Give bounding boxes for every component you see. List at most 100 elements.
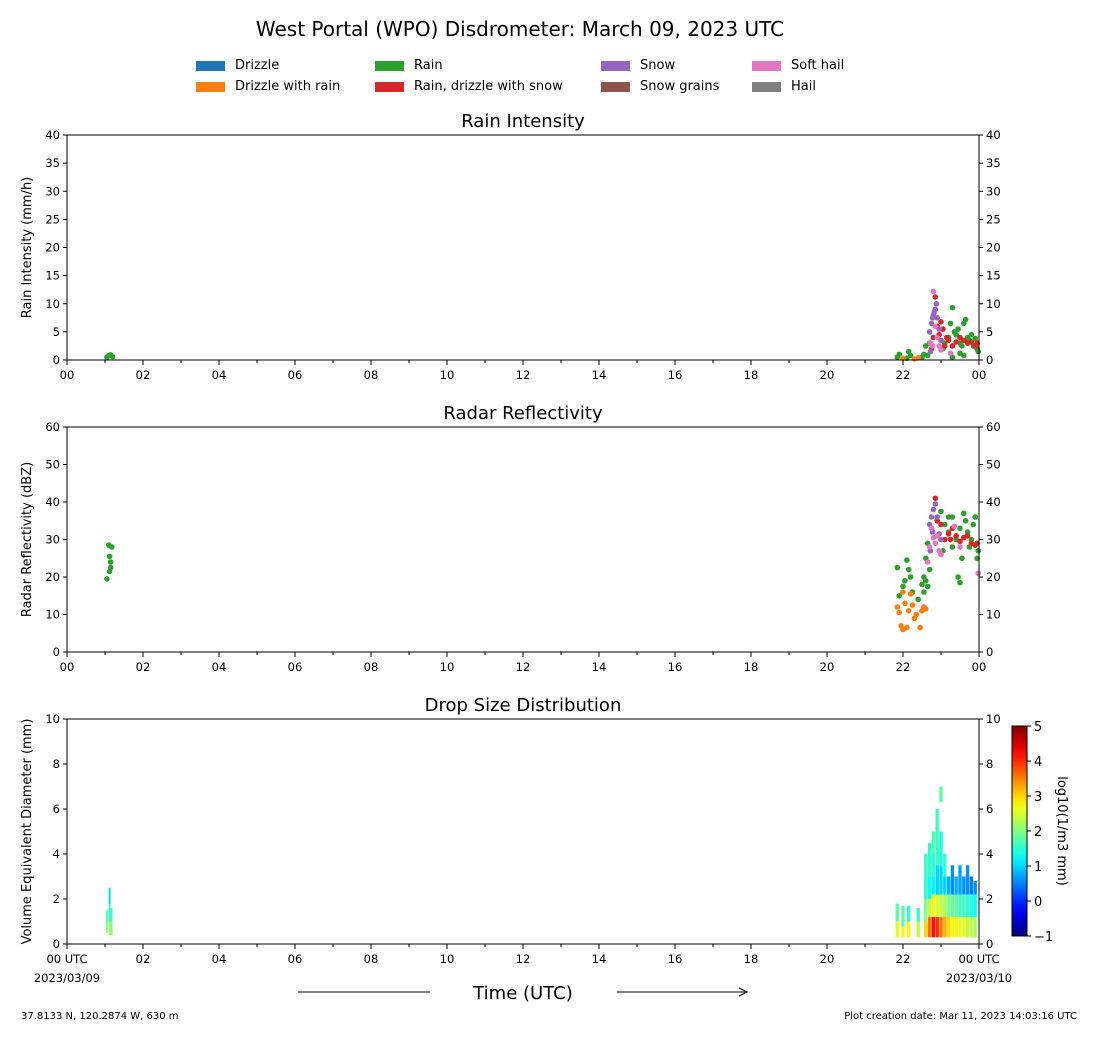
data-point: [934, 334, 940, 341]
data-point: [945, 531, 952, 537]
y-tick-label: 2: [986, 892, 993, 906]
heatmap-cell: [973, 917, 977, 938]
colorbar-tick-label: 2: [1034, 825, 1042, 840]
data-point: [900, 583, 906, 590]
x-tick-label: 20: [820, 368, 835, 382]
heatmap-cells: [105, 786, 977, 938]
data-point: [106, 568, 113, 575]
data-point: [959, 555, 965, 562]
data-point: [938, 347, 944, 353]
data-point: [927, 348, 934, 355]
y-tick-label: 5: [986, 325, 993, 339]
legend-item: Drizzle with rain: [196, 79, 340, 94]
y-tick-label: 30: [986, 533, 1001, 547]
y-tick-label: 4: [986, 847, 993, 861]
colorbar-tick-label: 5: [1034, 720, 1042, 735]
heatmap-cell: [108, 903, 111, 922]
chart-panel: Drop Size Distribution Volume Equivalent …: [20, 695, 1012, 985]
heatmap-cell: [931, 876, 936, 895]
data-point: [970, 521, 977, 528]
heatmap-cell: [108, 887, 111, 904]
plot-frame: [66, 426, 980, 653]
data-point: [942, 343, 948, 349]
heatmap-cell: [927, 842, 932, 877]
heatmap-cell: [901, 905, 905, 927]
data-point: [947, 320, 954, 327]
y-tick-label: 25: [45, 212, 60, 226]
y-tick-label: 40: [45, 495, 60, 509]
legend-label: Hail: [791, 79, 816, 94]
legend-item: Soft hail: [752, 58, 844, 73]
x-tick-label: 08: [364, 368, 379, 382]
x-tick-label: 16: [668, 368, 683, 382]
heatmap-cell: [969, 917, 974, 938]
x-tick-label: 16: [668, 660, 683, 674]
heatmap-cell: [939, 865, 943, 895]
y-tick-label: 20: [45, 241, 60, 255]
heatmap-cell: [931, 894, 936, 917]
x-tick-label: 02: [136, 368, 151, 382]
data-point: [961, 352, 967, 359]
x-tick-label: 04: [212, 952, 227, 966]
x-tick-label: 08: [364, 952, 379, 966]
heatmap-cell: [958, 917, 962, 938]
y-tick-label: 20: [986, 570, 1001, 584]
legend-swatch: [601, 81, 630, 92]
x-ticks: 00 02 04 06 08 10 12 14 16 18 20 22 00: [60, 652, 986, 674]
x-tick-label: 00 UTC: [958, 952, 999, 966]
heatmap-cell: [927, 876, 932, 899]
data-point: [894, 564, 901, 571]
data-point: [957, 544, 963, 550]
data-point: [932, 323, 939, 330]
y-tick-label: 0: [53, 353, 60, 367]
x-ticks: 00 02 04 06 08 10 12 14 16 18 20 22 00: [60, 360, 986, 382]
x-date-label-end: 2023/03/10: [946, 971, 1012, 985]
data-point: [919, 581, 925, 588]
x-tick-label: 22: [896, 952, 911, 966]
y-tick-label: 0: [53, 645, 60, 659]
heatmap-cell: [924, 899, 928, 922]
data-point: [924, 559, 931, 565]
x-tick-label: 18: [744, 368, 759, 382]
data-point: [951, 523, 958, 530]
y-tick-label: 25: [986, 212, 1001, 226]
data-point: [975, 570, 981, 577]
data-point: [934, 533, 940, 539]
heatmap-cell: [924, 854, 928, 877]
x-tick-label: 04: [212, 368, 227, 382]
y-tick-label: 0: [53, 937, 60, 951]
heatmap-cell: [916, 921, 920, 938]
heatmap-cell: [962, 876, 966, 895]
heatmap-cell: [935, 894, 939, 917]
x-tick-label: 22: [896, 660, 911, 674]
colorbar-tick-label: 1: [1034, 860, 1042, 875]
data-point: [959, 343, 965, 349]
heatmap-cell: [895, 921, 899, 938]
data-point: [896, 351, 902, 358]
data-point: [917, 624, 923, 631]
y-tick-label: 30: [986, 184, 1001, 198]
x-tick-label: 06: [288, 368, 303, 382]
panel-title: Radar Reflectivity: [443, 403, 603, 424]
data-point: [924, 352, 931, 359]
data-point: [909, 602, 916, 608]
data-point: [938, 521, 944, 528]
heatmap-cell: [939, 831, 943, 866]
legend-swatch: [752, 60, 781, 71]
heatmap-cell: [954, 894, 958, 917]
heatmap-cell: [931, 831, 936, 854]
legend-item: Drizzle: [196, 58, 279, 73]
data-point: [949, 544, 956, 550]
x-tick-label: 12: [516, 660, 531, 674]
heatmap-cell: [954, 876, 958, 895]
x-tick-label: 20: [820, 660, 835, 674]
heatmap-cell: [935, 917, 939, 938]
y-tick-label: 6: [986, 802, 993, 816]
y-tick-label: 30: [45, 533, 60, 547]
legend-label: Drizzle: [235, 58, 280, 73]
legend-label: Rain: [414, 58, 443, 73]
y-axis-label: Volume Equivalent Diameter (mm): [20, 719, 35, 945]
data-point: [938, 551, 944, 558]
heatmap-cell: [943, 876, 947, 895]
